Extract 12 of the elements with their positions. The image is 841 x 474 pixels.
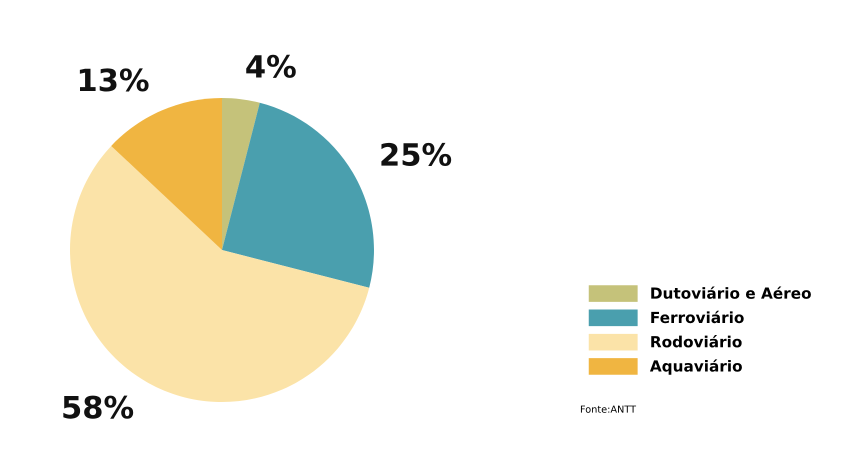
pie-slice xyxy=(222,102,374,288)
data-label: 25% xyxy=(381,142,452,166)
legend-label: Aquaviário xyxy=(650,359,742,375)
data-label: 13% xyxy=(80,68,149,92)
source-note: Fonte:ANTT xyxy=(580,406,636,413)
pie-slice xyxy=(222,98,260,250)
legend-label: Rodoviário xyxy=(651,335,742,348)
data-label: 58% xyxy=(63,396,134,419)
legend-label: Ferroviário xyxy=(651,310,744,324)
pie-slice xyxy=(111,98,222,250)
data-label: 4% xyxy=(246,54,296,78)
legend-label: Dutoviário e Aéreo xyxy=(651,286,811,299)
